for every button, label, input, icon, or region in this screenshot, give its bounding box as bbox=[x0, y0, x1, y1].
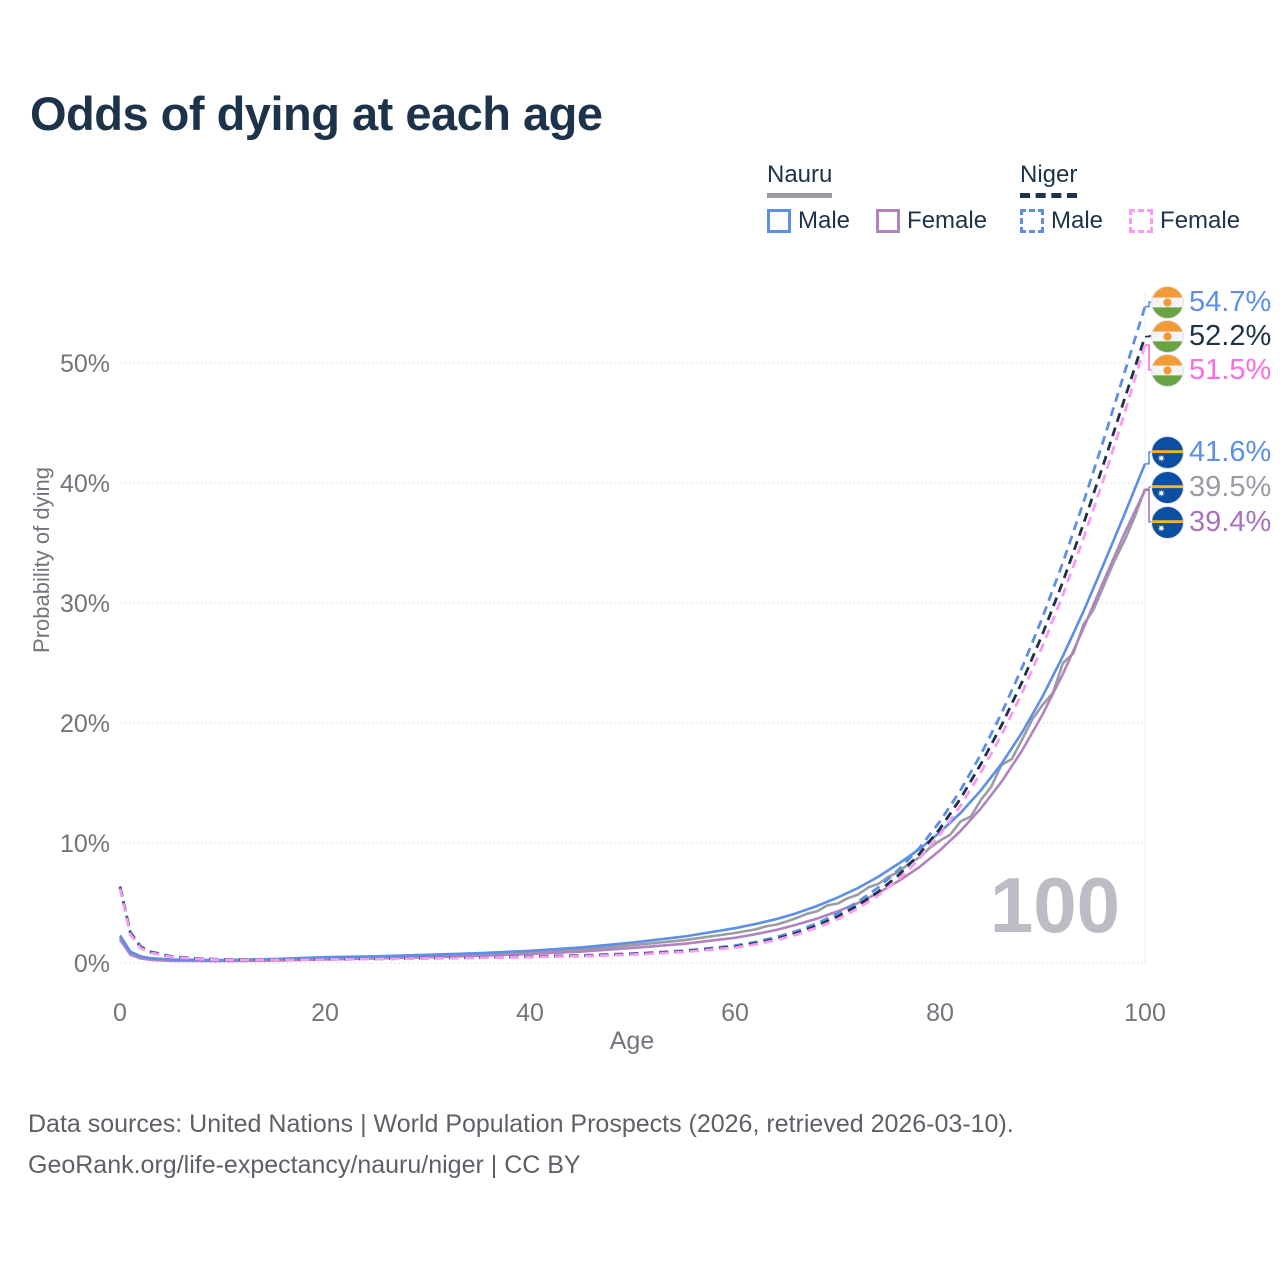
end-label-nauru-male: 41.6% bbox=[1151, 436, 1271, 469]
y-axis-title: Probability of dying bbox=[29, 467, 54, 653]
series-line-nauru-male bbox=[118, 463, 1147, 962]
footer-line-1: Data sources: United Nations | World Pop… bbox=[28, 1110, 1014, 1138]
footer-line-2: GeoRank.org/life-expectancy/nauru/niger … bbox=[28, 1151, 581, 1179]
end-label-niger-total: 52.2% bbox=[1151, 320, 1271, 353]
legend-group-niger: Niger Male Female bbox=[1020, 161, 1240, 235]
x-tick-label: 40 bbox=[516, 999, 544, 1027]
end-label-nauru-total: 39.5% bbox=[1151, 471, 1271, 504]
label-connector-niger-female bbox=[1145, 344, 1152, 371]
niger-male-swatch-icon bbox=[1020, 209, 1044, 233]
legend-item-nauru-female[interactable]: Female bbox=[876, 207, 987, 235]
nauru-flag-icon bbox=[1151, 506, 1184, 539]
series-line-niger-female bbox=[118, 344, 1147, 962]
niger-flag-icon bbox=[1151, 354, 1184, 387]
x-tick-label: 60 bbox=[721, 999, 749, 1027]
end-label-nauru-female: 39.4% bbox=[1151, 506, 1271, 539]
legend-label: Female bbox=[907, 207, 988, 234]
y-tick-label: 20% bbox=[60, 710, 110, 738]
end-value: 54.7% bbox=[1189, 286, 1272, 318]
label-connector-nauru-total bbox=[1145, 486, 1152, 490]
nauru-flag-icon bbox=[1151, 471, 1184, 504]
y-tick-label: 0% bbox=[74, 950, 110, 978]
end-value: 39.5% bbox=[1189, 471, 1272, 503]
end-label-niger-female: 51.5% bbox=[1151, 354, 1271, 387]
legend-country-niger: Niger bbox=[1020, 161, 1078, 198]
y-tick-label: 50% bbox=[60, 350, 110, 378]
y-tick-label: 10% bbox=[60, 830, 110, 858]
series-line-niger-male bbox=[118, 306, 1147, 961]
y-tick-label: 40% bbox=[60, 470, 110, 498]
label-connector-nauru-female bbox=[1145, 489, 1152, 523]
niger-flag-icon bbox=[1151, 286, 1184, 319]
page-title: Odds of dying at each age bbox=[30, 87, 603, 140]
end-value: 52.2% bbox=[1189, 320, 1272, 352]
series-line-nauru-female bbox=[118, 489, 1147, 963]
legend-item-niger-female[interactable]: Female bbox=[1129, 207, 1240, 235]
age-counter-watermark: 100 bbox=[989, 861, 1120, 949]
end-value: 41.6% bbox=[1189, 436, 1272, 468]
legend-label: Male bbox=[1051, 207, 1104, 234]
x-tick-label: 80 bbox=[926, 999, 954, 1027]
end-value: 39.4% bbox=[1189, 506, 1272, 538]
nauru-flag-icon bbox=[1151, 436, 1184, 469]
x-tick-label: 100 bbox=[1124, 999, 1166, 1027]
nauru-male-swatch-icon bbox=[767, 209, 791, 233]
end-value: 51.5% bbox=[1189, 354, 1272, 386]
niger-female-swatch-icon bbox=[1129, 209, 1154, 233]
niger-flag-icon bbox=[1151, 320, 1184, 353]
legend-item-niger-male[interactable]: Male bbox=[1020, 207, 1103, 235]
legend-item-nauru-male[interactable]: Male bbox=[767, 207, 850, 235]
y-tick-label: 30% bbox=[60, 590, 110, 618]
legend-label: Female bbox=[1160, 207, 1241, 234]
legend-group-nauru: Nauru Male Female bbox=[767, 161, 987, 235]
data-source-footer: Data sources: United Nations | World Pop… bbox=[28, 1104, 1014, 1186]
x-tick-label: 20 bbox=[311, 999, 339, 1027]
legend-country-nauru: Nauru bbox=[767, 161, 833, 198]
series-line-niger-total bbox=[118, 336, 1147, 962]
x-axis-title: Age bbox=[609, 1027, 655, 1055]
end-label-niger-male: 54.7% bbox=[1151, 286, 1271, 319]
label-connector-nauru-male bbox=[1145, 451, 1152, 465]
legend-label: Male bbox=[798, 207, 851, 234]
label-connector-niger-total bbox=[1145, 335, 1152, 338]
label-connector-niger-male bbox=[1145, 301, 1152, 308]
x-tick-label: 0 bbox=[113, 999, 127, 1027]
nauru-female-swatch-icon bbox=[876, 209, 901, 233]
